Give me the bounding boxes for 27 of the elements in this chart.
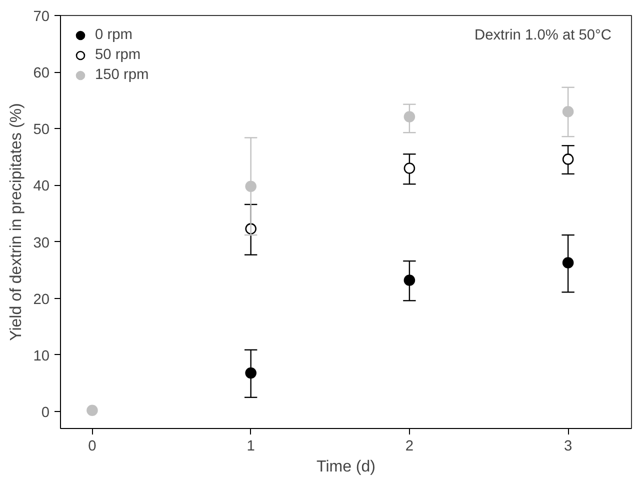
y-tick-label: 40 [33, 178, 50, 195]
y-tick-label: 60 [33, 66, 50, 82]
point [562, 106, 574, 118]
y-tick-label: 20 [33, 292, 50, 308]
point [404, 162, 416, 174]
point [404, 274, 416, 286]
x-tick-label: 3 [564, 438, 572, 454]
y-axis-title: Yield of dextrin in precipitates (%) [8, 103, 26, 341]
point [245, 367, 256, 379]
x-tick-label: 1 [246, 438, 255, 454]
point [562, 154, 574, 165]
annotation: Dextrin 1.0% at 50°C [474, 28, 612, 44]
legend-label: 50 rpm [95, 47, 141, 63]
y-tick-label: 50 [33, 122, 50, 138]
point [404, 111, 416, 122]
legend-label: 0 rpm [95, 27, 132, 43]
point [245, 180, 256, 192]
point [86, 404, 98, 416]
y-tick-label: 70 [33, 9, 50, 25]
y-tick-label: 10 [33, 348, 50, 364]
y-tick-label: 30 [33, 235, 50, 252]
x-tick-label: 2 [405, 438, 414, 454]
x-tick-label: 0 [88, 438, 96, 454]
y-tick-label: 0 [41, 405, 50, 422]
x-axis-title: Time (d) [316, 458, 376, 476]
legend-label: 150 rpm [95, 67, 149, 83]
point [562, 257, 574, 268]
